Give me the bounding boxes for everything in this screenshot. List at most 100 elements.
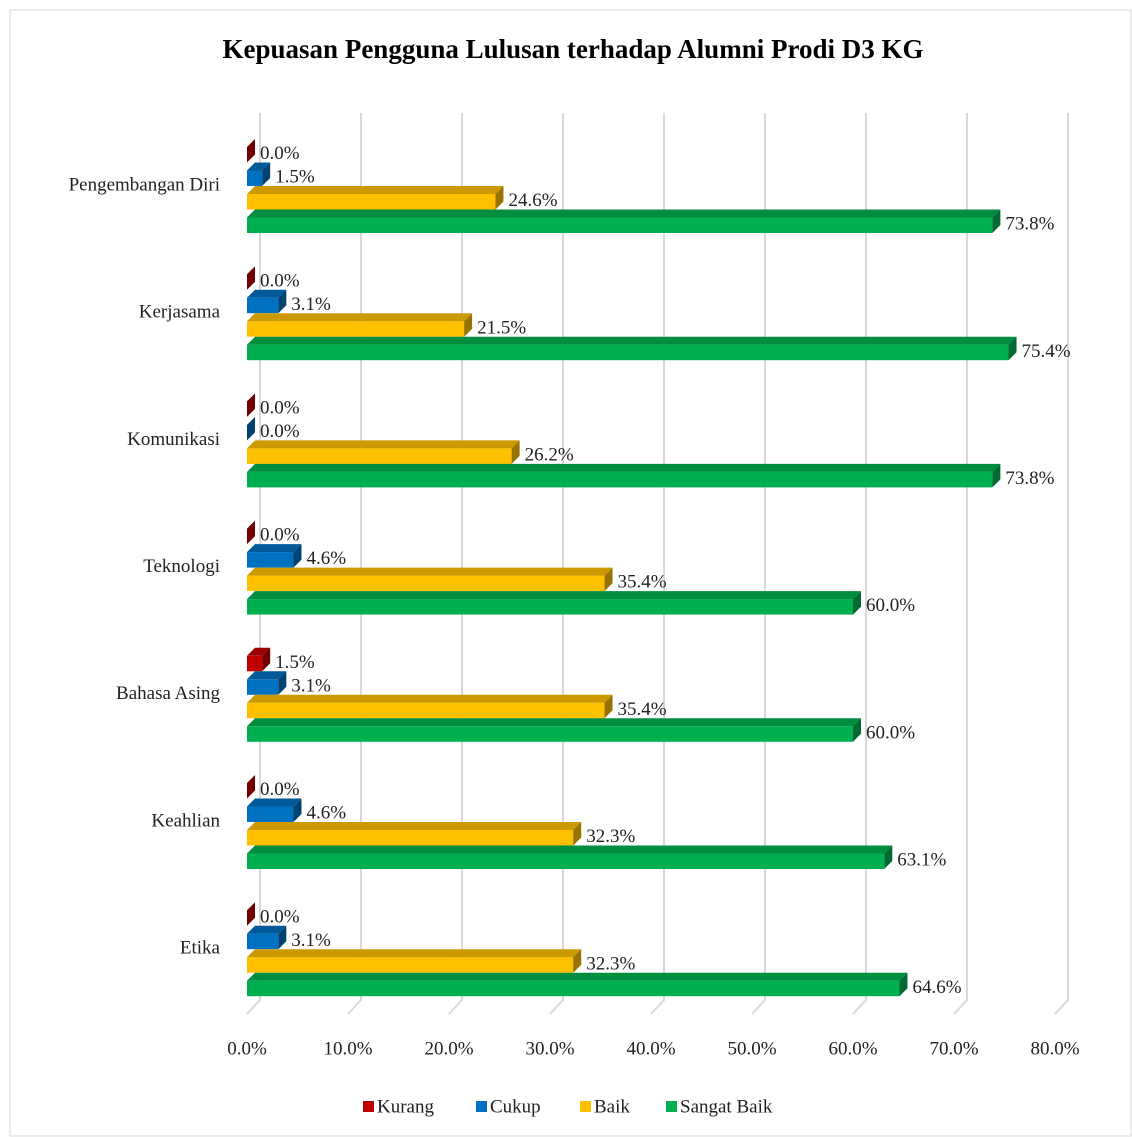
bar	[247, 520, 255, 545]
bar-side	[884, 845, 893, 869]
bar	[247, 972, 908, 997]
bar	[247, 336, 1017, 361]
bar-side	[262, 162, 271, 186]
bar-top	[247, 162, 271, 171]
value-label: 75.4%	[1022, 341, 1071, 362]
bar-side	[464, 313, 473, 337]
x-tick-label: 20.0%	[424, 1038, 473, 1059]
value-label: 0.0%	[260, 398, 300, 419]
bar	[247, 902, 255, 926]
bar-top	[247, 186, 504, 194]
category-label: Keahlian	[151, 810, 220, 831]
bar-side	[247, 393, 255, 417]
x-tick-label: 0.0%	[227, 1038, 267, 1059]
value-label: 64.6%	[912, 977, 961, 998]
bar	[247, 463, 1001, 488]
value-label: 35.4%	[618, 699, 667, 720]
bar-side	[247, 139, 255, 163]
bar	[247, 694, 613, 719]
value-label: 26.2%	[525, 445, 574, 466]
bar-side	[495, 186, 504, 210]
bar	[247, 266, 255, 290]
bar-side	[247, 902, 255, 926]
value-label: 3.1%	[291, 930, 331, 951]
legend-label: Baik	[594, 1096, 630, 1117]
bar-front	[247, 344, 1009, 361]
value-label: 32.3%	[586, 953, 635, 974]
grid-line	[751, 113, 766, 1015]
x-tick-label: 80.0%	[1030, 1038, 1079, 1059]
value-label: 0.0%	[260, 143, 300, 164]
bar	[247, 718, 861, 742]
category-label: Bahasa Asing	[116, 683, 220, 704]
value-label: 24.6%	[508, 190, 557, 211]
bar-top	[247, 567, 613, 576]
bar-side	[262, 647, 271, 672]
category-label: Teknologi	[143, 556, 220, 577]
bar	[247, 209, 1001, 233]
grid-line	[448, 113, 463, 1015]
bar-side	[853, 718, 861, 742]
grid-line	[650, 113, 665, 1015]
bar	[247, 591, 861, 615]
bar	[247, 925, 287, 950]
bar-front	[247, 957, 574, 973]
bar	[247, 416, 255, 441]
bar-side	[278, 671, 287, 695]
bar-side	[293, 544, 302, 568]
legend-swatch	[580, 1101, 591, 1112]
bar-side	[604, 567, 613, 592]
bar-front	[247, 806, 294, 822]
bar-front	[247, 980, 900, 997]
bar-top	[247, 822, 582, 830]
bar-side	[278, 289, 287, 314]
x-tick-label: 30.0%	[525, 1038, 574, 1059]
bar-top	[247, 671, 287, 680]
value-label: 0.0%	[260, 906, 300, 927]
bar-top	[247, 972, 908, 981]
bar-front	[247, 170, 263, 186]
bar-front	[247, 217, 993, 233]
chart-title: Kepuasan Pengguna Lulusan terhadap Alumn…	[223, 34, 924, 64]
bar-side	[247, 520, 255, 545]
bar	[247, 393, 255, 417]
bar-top	[247, 313, 473, 322]
value-label: 60.0%	[866, 595, 915, 616]
category-label: Kerjasama	[139, 302, 221, 323]
bar-top	[247, 463, 1001, 472]
value-label: 63.1%	[897, 850, 946, 871]
bar	[247, 798, 302, 822]
x-tick-label: 10.0%	[323, 1038, 372, 1059]
bar-front	[247, 830, 574, 846]
value-label: 1.5%	[275, 167, 315, 188]
bar	[247, 313, 473, 337]
value-label: 4.6%	[306, 548, 346, 569]
value-label: 21.5%	[477, 317, 526, 338]
bar	[247, 949, 582, 973]
value-label: 0.0%	[260, 525, 300, 546]
bar-side	[247, 416, 255, 441]
value-label: 0.0%	[260, 270, 300, 291]
legend-swatch	[476, 1101, 487, 1112]
value-label: 4.6%	[306, 803, 346, 824]
bar-top	[247, 949, 582, 958]
bar-front	[247, 297, 279, 314]
bar-front	[247, 599, 853, 615]
bar-top	[247, 647, 271, 656]
x-tick-label: 70.0%	[929, 1038, 978, 1059]
bar-top	[247, 289, 287, 298]
bar-front	[247, 853, 885, 869]
value-label: 0.0%	[260, 421, 300, 442]
bar-front	[247, 655, 263, 672]
bar	[247, 440, 520, 464]
bar	[247, 289, 287, 314]
bar-side	[853, 591, 861, 615]
grid-line	[852, 113, 867, 1015]
bar	[247, 671, 287, 695]
bar-top	[247, 544, 302, 553]
bar	[247, 567, 613, 592]
bar	[247, 186, 504, 210]
legend-label: Cukup	[490, 1096, 541, 1117]
bar-top	[247, 718, 861, 727]
grid-line	[347, 113, 362, 1015]
